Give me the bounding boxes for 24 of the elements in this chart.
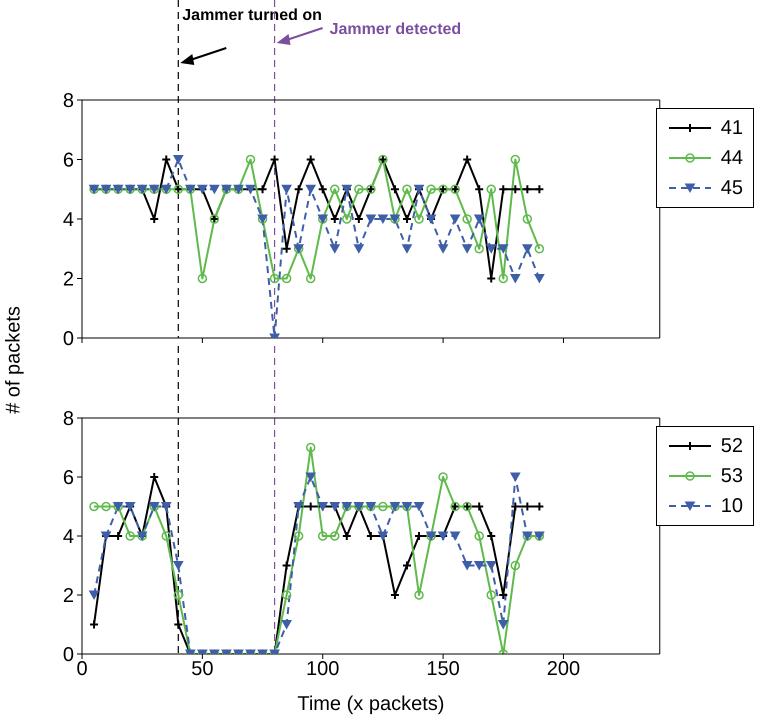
- y-tick-label: 8: [62, 90, 74, 112]
- x-tick-label: 200: [546, 658, 580, 680]
- x-tick-label: 50: [191, 658, 214, 680]
- y-tick-label: 2: [62, 585, 74, 608]
- y-axis-title: # of packets: [2, 306, 26, 414]
- legend-label: 53: [720, 464, 743, 488]
- y-tick-label: 8: [62, 408, 74, 430]
- y-tick-label: 0: [62, 328, 74, 350]
- ref-line-label: Jammer turned on: [182, 7, 322, 24]
- legend-label: 41: [720, 116, 743, 140]
- x-tick-label: 150: [426, 658, 460, 680]
- legend-label: 52: [720, 434, 743, 458]
- y-tick-label: 6: [62, 467, 74, 490]
- y-tick-label: 4: [62, 209, 74, 232]
- legend-label: 45: [720, 176, 743, 200]
- ref-line-label: Jammer detected: [330, 21, 462, 38]
- y-tick-label: 0: [62, 644, 74, 666]
- x-axis-title: Time (x packets): [297, 693, 444, 715]
- y-tick-label: 2: [62, 268, 74, 291]
- y-tick-label: 6: [62, 150, 74, 172]
- legend-label: 44: [720, 146, 743, 170]
- y-tick-label: 4: [62, 526, 74, 548]
- legend-label: 10: [720, 494, 743, 518]
- x-tick-label: 100: [306, 658, 340, 680]
